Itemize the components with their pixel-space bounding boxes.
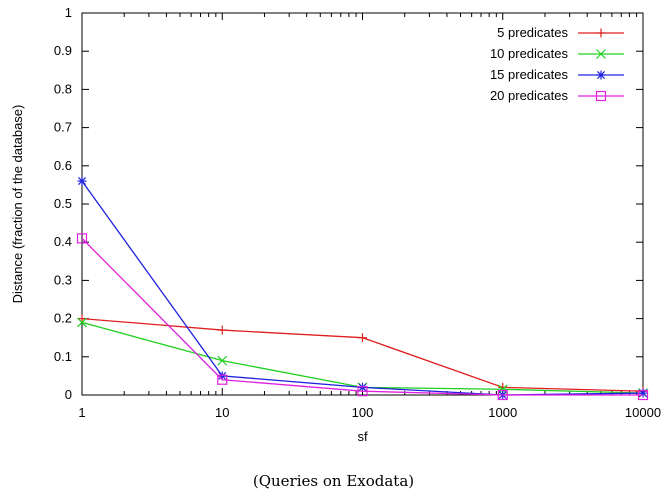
series-line bbox=[81, 321, 644, 394]
data-point bbox=[77, 317, 87, 328]
y-tick-label: 0 bbox=[65, 387, 72, 402]
x-tick-label: 1 bbox=[78, 405, 85, 420]
data-point bbox=[358, 333, 367, 343]
y-tick-label: 0.1 bbox=[54, 349, 72, 364]
x-tick-label: 1000 bbox=[488, 405, 517, 420]
legend-marker bbox=[596, 49, 606, 59]
y-tick-label: 0.7 bbox=[54, 120, 72, 135]
data-point bbox=[497, 389, 508, 401]
y-tick-label: 0.3 bbox=[54, 272, 72, 287]
series-lines bbox=[76, 176, 649, 401]
x-tick-label: 10 bbox=[215, 405, 229, 420]
data-point bbox=[637, 389, 649, 401]
legend-label: 20 predicates bbox=[490, 88, 569, 103]
series-3 bbox=[77, 176, 648, 400]
y-tick-label: 0.6 bbox=[54, 158, 72, 173]
legend-label: 5 predicates bbox=[497, 25, 568, 40]
legend-label: 15 predicates bbox=[490, 67, 569, 82]
line-chart: 0 0.1 0.2 0.3 0.4 0.5 0.6 0.7 0.8 0.9 1 1 10 100 1000 1… bbox=[10, 5, 661, 444]
series-4 bbox=[76, 233, 649, 401]
data-point bbox=[217, 325, 227, 335]
series-line bbox=[81, 180, 644, 396]
data-point bbox=[76, 233, 88, 244]
x-axis-title: sf bbox=[357, 429, 368, 444]
axes: 0 0.1 0.2 0.3 0.4 0.5 0.6 0.7 0.8 0.9 1 1 10 100 1000 1… bbox=[54, 5, 661, 420]
x-tick-label: 10000 bbox=[625, 405, 661, 420]
figure-caption: (Queries on Exodata) bbox=[252, 472, 415, 490]
y-axis-title: Distance (fraction of the database) bbox=[10, 105, 25, 304]
y-tick-label: 0.2 bbox=[54, 311, 72, 326]
series-line bbox=[81, 317, 644, 392]
data-point bbox=[357, 386, 368, 397]
data-point bbox=[217, 374, 228, 385]
series-line bbox=[81, 237, 643, 396]
x-tick-label: 100 bbox=[352, 405, 374, 420]
y-tick-label: 0.9 bbox=[54, 43, 72, 58]
data-point bbox=[77, 176, 87, 186]
legend-marker bbox=[595, 90, 607, 102]
y-tick-label: 0.8 bbox=[54, 81, 72, 96]
y-tick-label: 0.5 bbox=[54, 196, 72, 211]
y-tick-label: 0.4 bbox=[54, 234, 72, 249]
data-point bbox=[217, 355, 228, 366]
legend-marker bbox=[596, 28, 606, 38]
legend: 5 predicates 10 predicates 15 predicates 20… bbox=[490, 25, 624, 103]
y-tick-label: 1 bbox=[65, 5, 72, 20]
data-point bbox=[358, 382, 367, 392]
legend-label: 10 predicates bbox=[490, 46, 569, 61]
legend-marker bbox=[596, 70, 606, 80]
